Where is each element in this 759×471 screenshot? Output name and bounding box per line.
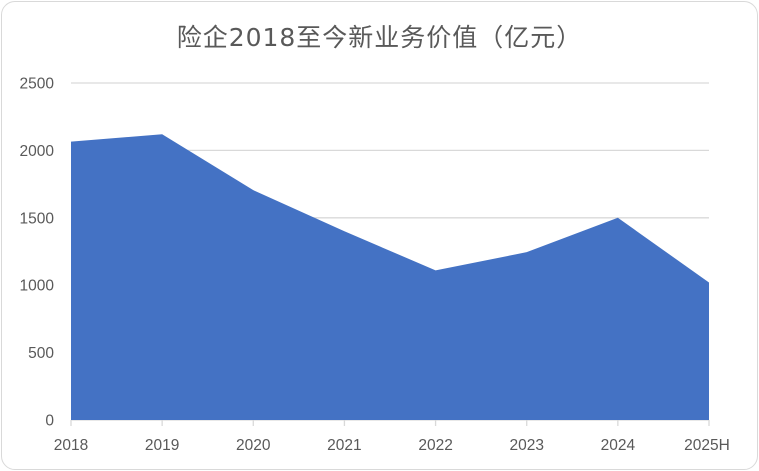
x-tick-label-2021: 2021 (327, 437, 361, 454)
x-tick-label-2023: 2023 (509, 437, 543, 454)
y-tick-label-1500: 1500 (20, 210, 55, 227)
x-tick-label-2018: 2018 (54, 437, 88, 454)
x-tick-label-2022: 2022 (418, 437, 452, 454)
y-axis-ticks: 0 500 1000 1500 2000 2500 (20, 76, 55, 430)
x-tick-label-2024: 2024 (601, 437, 636, 454)
x-axis-ticks: 2018 2019 2020 2021 2022 2023 2024 2025H (54, 420, 730, 454)
y-tick-label-0: 0 (45, 413, 54, 430)
y-tick-label-2500: 2500 (20, 76, 55, 93)
x-tick-label-2025H: 2025H (684, 437, 730, 454)
y-tick-label-1000: 1000 (20, 278, 55, 295)
y-tick-label-500: 500 (28, 345, 54, 362)
x-tick-label-2019: 2019 (145, 437, 179, 454)
y-tick-label-2000: 2000 (20, 143, 55, 160)
x-tick-label-2020: 2020 (236, 437, 271, 454)
area-series (71, 134, 709, 420)
area-fill-series-0 (71, 134, 709, 420)
chart-title: 险企2018至今新业务价值（亿元） (176, 23, 583, 52)
